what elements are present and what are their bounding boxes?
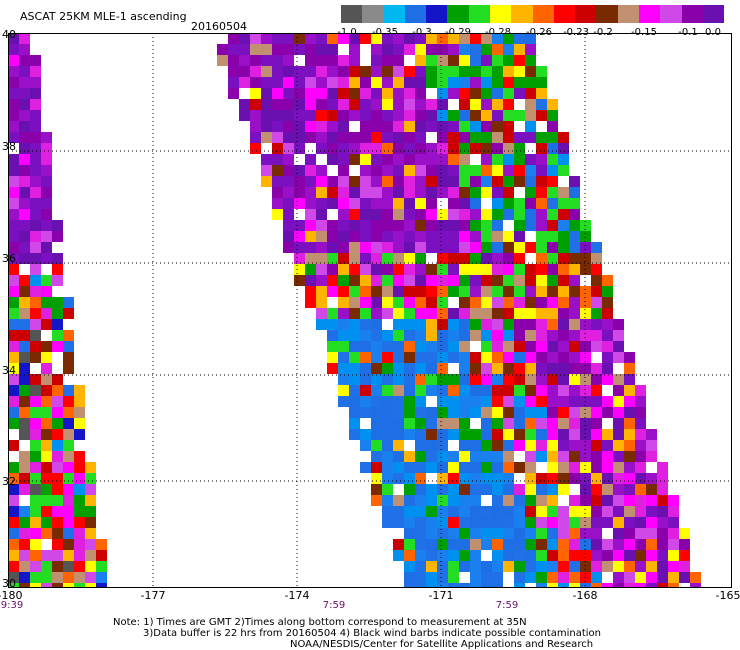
colorbar-label: 0.0 [705,27,721,38]
colorbar-segment [362,5,384,23]
colorbar-segment [447,5,469,23]
lat-label: 34 [2,364,16,377]
colorbar-segment [702,5,725,23]
colorbar-labels: -1.0 -0.35 -0.3 -0.29 -0.28 -0.26 -0.23 … [330,27,735,39]
colorbar-segment [468,5,490,23]
footnote-line-2: 3)Data buffer is 22 hrs from 20160504 4)… [143,628,601,639]
swath-map [8,33,732,588]
colorbar-label: -1.0 [337,27,357,38]
colorbar-label: -0.2 [593,27,613,38]
pass-time-label: 7:59 [322,600,346,611]
footnote-line-1: Note: 1) Times are GMT 2)Times along bot… [113,617,527,628]
product-title: ASCAT 25KM MLE-1 ascending [20,10,187,23]
pass-time-label: 9:39 [0,600,24,611]
colorbar-segment [383,5,405,23]
colorbar-label: -0.28 [485,27,511,38]
colorbar-label: -0.29 [445,27,471,38]
colorbar-segment [404,5,427,23]
colorbar-label: -0.35 [372,27,398,38]
lon-label: -180 [0,589,23,602]
lat-label: 36 [2,252,16,265]
colorbar [341,5,725,23]
lon-label: -177 [140,589,166,602]
colorbar-segment [341,5,363,23]
colorbar-label: -0.23 [563,27,589,38]
lat-label: 30 [2,577,16,590]
colorbar-segment [638,5,661,23]
colorbar-segment [681,5,703,23]
colorbar-segment [489,5,512,23]
lat-label: 32 [2,475,16,488]
colorbar-label: -0.15 [631,27,657,38]
lat-label: 40 [2,28,16,41]
colorbar-segment [660,5,682,23]
colorbar-label: -0.3 [412,27,432,38]
colorbar-segment [511,5,533,23]
colorbar-segment [553,5,576,23]
lon-label: -168 [572,589,598,602]
colorbar-segment [617,5,639,23]
footnote-credit: NOAA/NESDIS/Center for Satellite Applica… [290,639,594,650]
swath-map-canvas [8,33,732,588]
colorbar-label: -0.26 [526,27,552,38]
lon-label: -171 [428,589,454,602]
lon-label: -165 [715,589,740,602]
lon-label: -174 [284,589,310,602]
lat-label: 38 [2,140,16,153]
colorbar-segment [426,5,448,23]
product-date: 20160504 [191,20,247,33]
colorbar-segment [575,5,597,23]
colorbar-segment [532,5,554,23]
colorbar-segment [596,5,618,23]
colorbar-label: -0.1 [678,27,698,38]
pass-time-label: 7:59 [495,600,519,611]
